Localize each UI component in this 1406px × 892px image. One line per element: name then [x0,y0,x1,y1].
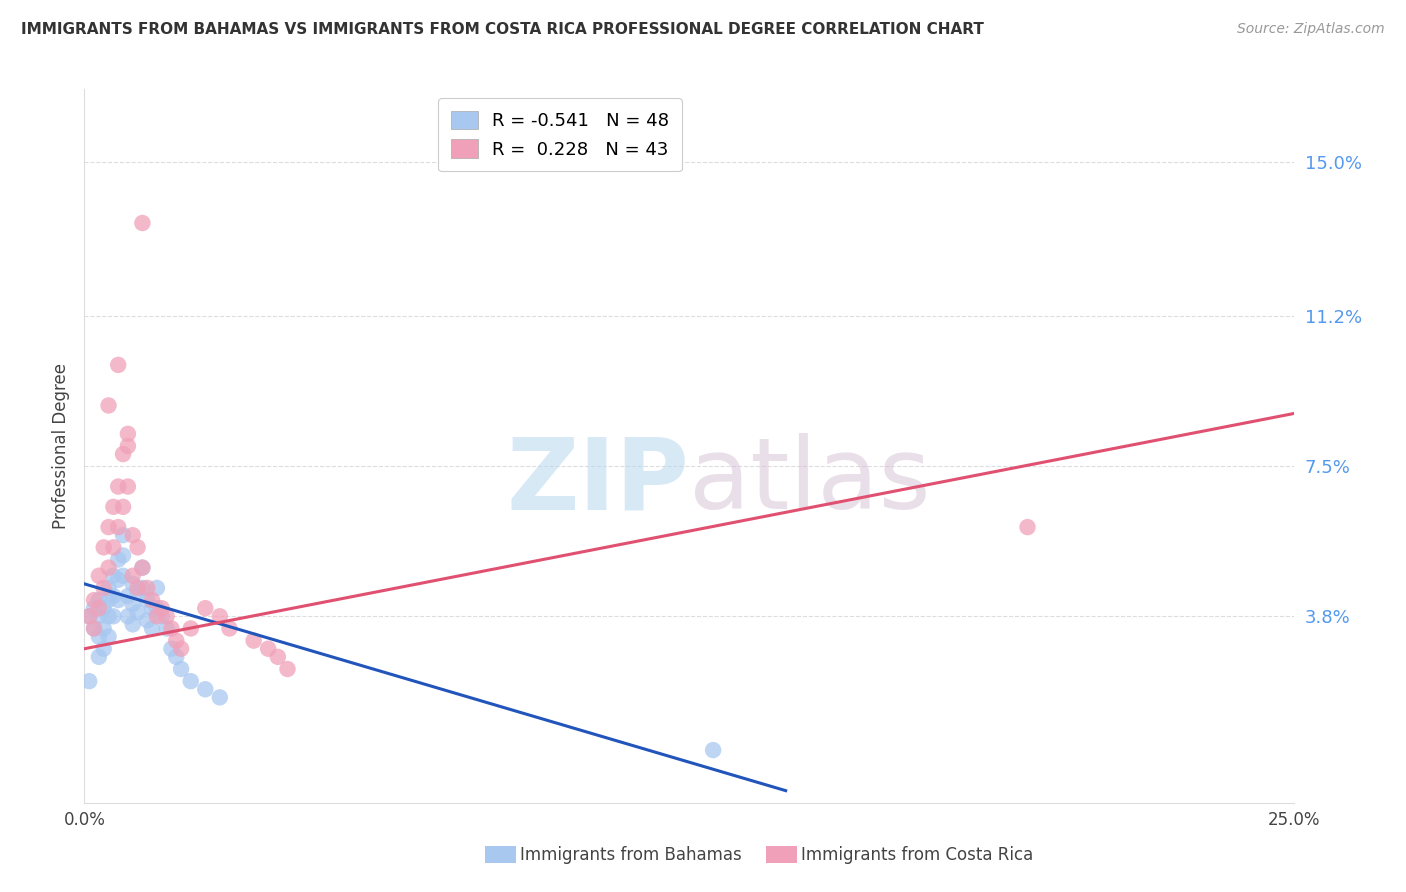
Point [141,622,163,636]
Point [121,528,143,542]
Point [136,613,159,627]
Point [131,560,153,574]
Point [103,609,125,624]
Point [97,581,120,595]
Point [77,674,100,689]
Point [194,682,217,697]
Point [83,622,105,636]
Point [121,617,143,632]
Point [194,601,217,615]
Point [112,528,135,542]
Point [93,601,115,615]
Point [97,593,120,607]
Text: Source: ZipAtlas.com: Source: ZipAtlas.com [1237,22,1385,37]
Point [218,622,240,636]
Point [93,641,115,656]
Point [155,622,177,636]
Point [267,649,290,664]
Point [103,541,125,555]
Point [146,609,169,624]
Point [107,593,129,607]
Point [141,593,163,607]
Point [97,520,120,534]
Point [112,447,135,461]
Point [97,630,120,644]
Point [97,609,120,624]
Point [121,577,143,591]
Point [93,622,115,636]
Point [117,589,139,603]
Point [146,581,169,595]
Point [155,609,177,624]
Point [93,581,115,595]
Point [208,690,231,705]
Point [180,674,202,689]
Point [146,601,169,615]
Text: ZIP: ZIP [506,434,689,530]
Text: IMMIGRANTS FROM BAHAMAS VS IMMIGRANTS FROM COSTA RICA PROFESSIONAL DEGREE CORREL: IMMIGRANTS FROM BAHAMAS VS IMMIGRANTS FR… [21,22,984,37]
Point [77,609,100,624]
Point [103,589,125,603]
Point [121,568,143,582]
Point [103,500,125,514]
Point [127,581,149,595]
Legend: R = -0.541   N = 48, R =  0.228   N = 43: R = -0.541 N = 48, R = 0.228 N = 43 [439,98,682,171]
Point [93,541,115,555]
Point [112,549,135,563]
Point [87,568,110,582]
Text: Immigrants from Costa Rica: Immigrants from Costa Rica [801,846,1033,863]
Point [165,633,187,648]
Point [170,662,193,676]
Point [165,649,187,664]
Point [127,605,149,619]
Point [276,662,298,676]
Point [107,573,129,587]
Point [150,601,173,615]
Point [83,601,105,615]
Point [83,622,105,636]
Point [117,426,139,441]
Point [160,622,183,636]
Point [117,439,139,453]
Point [160,641,183,656]
Point [87,649,110,664]
Point [97,560,120,574]
Point [136,593,159,607]
Point [87,593,110,607]
Point [87,601,110,615]
Y-axis label: Professional Degree: Professional Degree [52,363,70,529]
Point [112,500,135,514]
Point [242,633,264,648]
Point [170,641,193,656]
Point [117,609,139,624]
Text: atlas: atlas [689,434,931,530]
Point [131,560,153,574]
Point [150,609,173,624]
Point [127,541,149,555]
Point [83,593,105,607]
Point [107,358,129,372]
Point [121,597,143,611]
Point [208,609,231,624]
Point [107,520,129,534]
Point [136,581,159,595]
Point [112,568,135,582]
Point [117,479,139,493]
Point [87,630,110,644]
Point [103,568,125,582]
Point [77,609,100,624]
Point [97,399,120,413]
Point [131,216,153,230]
Point [702,743,724,757]
Point [257,641,280,656]
Point [107,552,129,566]
Point [141,601,163,615]
Text: Immigrants from Bahamas: Immigrants from Bahamas [520,846,742,863]
Point [107,479,129,493]
Point [180,622,202,636]
Point [1017,520,1039,534]
Point [131,581,153,595]
Point [87,609,110,624]
Point [127,585,149,599]
